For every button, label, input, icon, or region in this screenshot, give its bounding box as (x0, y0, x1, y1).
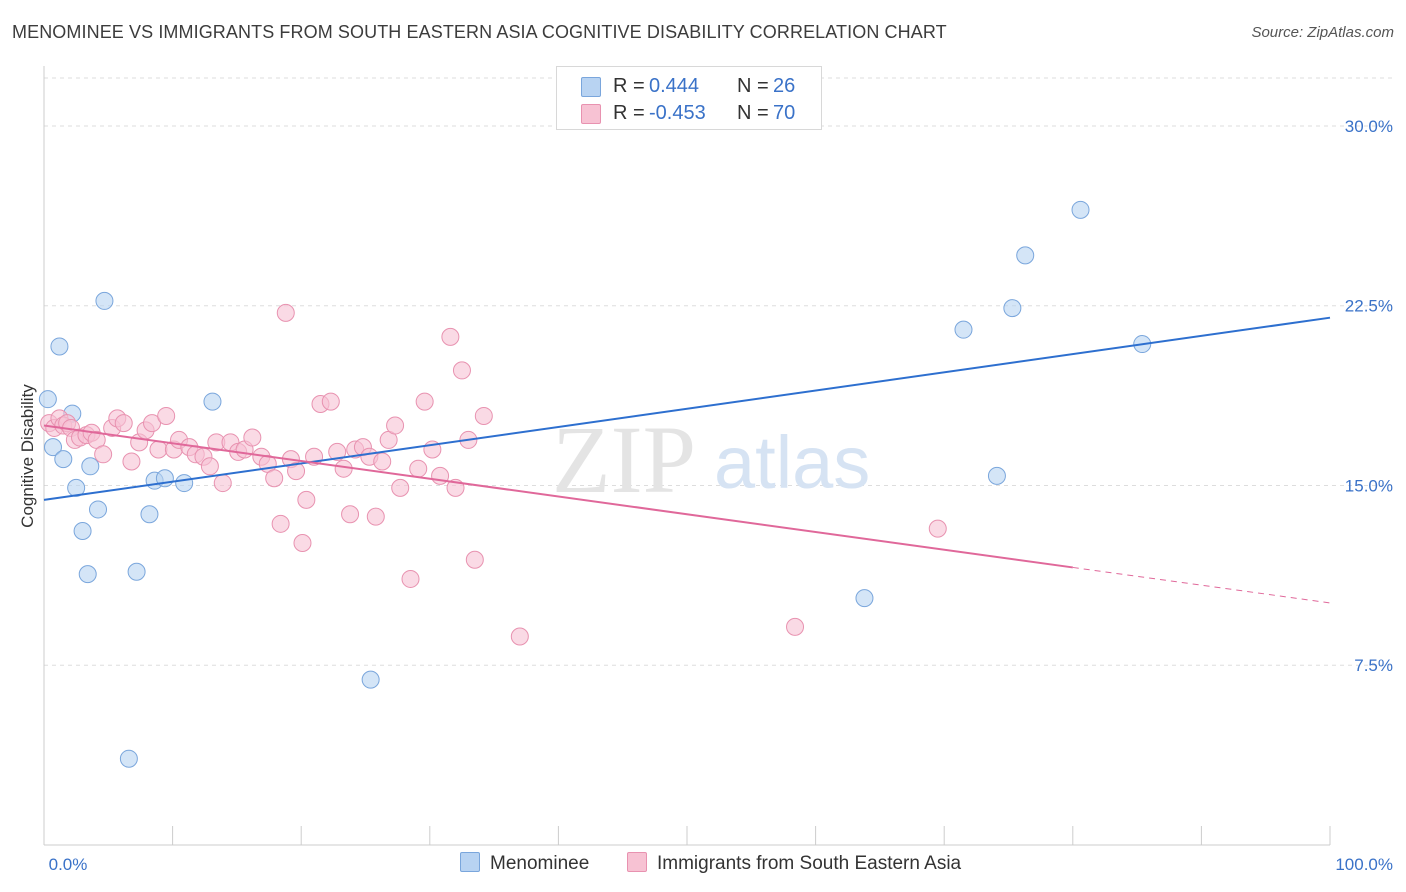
immigrants-point (441, 327, 460, 346)
chart-title: MENOMINEE VS IMMIGRANTS FROM SOUTH EASTE… (12, 22, 947, 42)
legend-n-label: N = (737, 75, 769, 97)
gridlines (44, 77, 1392, 666)
watermark-atlas: atlas (714, 421, 870, 504)
menominee-point (89, 500, 108, 519)
menominee-trend-line (43, 316, 1331, 501)
menominee-point (175, 474, 194, 493)
menominee-point (140, 505, 159, 524)
immigrants-point (213, 474, 232, 493)
legend-r-value: 0.444 (649, 75, 700, 97)
legend-n-value: 70 (773, 102, 796, 124)
legend-n-label: N = (737, 102, 769, 124)
menominee-point (987, 466, 1006, 485)
tick-labels: 7.5% 15.0% 22.5% 30.0% 0.0% 100.0% (49, 117, 1393, 874)
bottom-legend-swatch-blue (460, 852, 480, 872)
immigrants-point (401, 569, 420, 588)
immigrants-point (265, 469, 284, 488)
immigrants-point (271, 514, 290, 533)
immigrants-point (465, 550, 484, 569)
menominee-point (54, 450, 73, 469)
immigrants-point (409, 459, 428, 478)
axes (43, 66, 1331, 846)
y-tick-label: 30.0% (1345, 117, 1393, 136)
bottom-legend-label: Immigrants from South Eastern Asia (657, 853, 962, 874)
source-label: Source: ZipAtlas.com (1251, 24, 1394, 41)
legend-r-value: -0.453 (649, 102, 706, 124)
immigrants-point (293, 533, 312, 552)
trend-lines (43, 316, 1331, 604)
immigrants-point (149, 440, 168, 459)
y-tick-label: 22.5% (1345, 297, 1393, 316)
immigrants-point (243, 428, 262, 447)
menominee-point (119, 749, 138, 768)
legend-r-label: R = (613, 102, 645, 124)
bottom-legend-immigrants: Immigrants from South Eastern Asia (627, 852, 961, 875)
immigrants-point (341, 505, 360, 524)
y-axis-label: Cognitive Disability (18, 384, 37, 528)
x-tick-label: 100.0% (1335, 855, 1393, 874)
data-points (38, 200, 1152, 768)
bottom-legend-label: Menominee (490, 853, 590, 874)
menominee-point (1071, 200, 1090, 219)
menominee-point (127, 562, 146, 581)
immigrants-point (321, 392, 340, 411)
menominee-point (1003, 299, 1022, 318)
immigrants-point (287, 462, 306, 481)
menominee-point (73, 522, 92, 541)
menominee-point (44, 438, 63, 457)
immigrants-trend-line (43, 424, 1073, 569)
watermark-zip: ZIP (552, 406, 696, 513)
legend-r-label: R = (613, 75, 645, 97)
menominee-point (361, 670, 380, 689)
correlation-legend: R = 0.444 N = 26 R = -0.453 N = 70 (556, 66, 822, 130)
menominee-point (50, 337, 69, 356)
immigrants-point (928, 519, 947, 538)
immigrants-point (786, 617, 805, 636)
immigrants-trend-line-extension (1072, 566, 1331, 604)
menominee-point (78, 565, 97, 584)
immigrants-point (297, 490, 316, 509)
immigrants-point (200, 457, 219, 476)
menominee-point (67, 478, 86, 497)
menominee-point (1016, 246, 1035, 265)
y-tick-label: 15.0% (1345, 476, 1393, 495)
immigrants-point (122, 452, 141, 471)
menominee-point (81, 457, 100, 476)
x-tick-label: 0.0% (49, 855, 88, 874)
legend-swatch-pink (581, 104, 601, 124)
legend-n-value: 26 (773, 75, 796, 97)
immigrants-point (143, 414, 162, 433)
y-tick-label: 7.5% (1354, 656, 1393, 675)
immigrants-point (474, 406, 493, 425)
menominee-point (954, 320, 973, 339)
legend-swatch-blue (581, 77, 601, 97)
immigrants-point (510, 627, 529, 646)
immigrants-point (157, 406, 176, 425)
immigrants-point (391, 478, 410, 497)
immigrants-point (373, 452, 392, 471)
immigrants-point (94, 445, 113, 464)
menominee-point (855, 589, 874, 608)
immigrants-point (386, 416, 405, 435)
menominee-point (203, 392, 222, 411)
immigrants-point (366, 507, 385, 526)
menominee-point (95, 291, 114, 310)
immigrants-point (114, 414, 133, 433)
bottom-legend-menominee: Menominee (460, 852, 589, 875)
menominee-point (38, 390, 57, 409)
immigrants-point (452, 361, 471, 380)
bottom-legend-swatch-pink (627, 852, 647, 872)
immigrants-point (328, 442, 347, 461)
immigrants-point (276, 303, 295, 322)
immigrants-point (415, 392, 434, 411)
